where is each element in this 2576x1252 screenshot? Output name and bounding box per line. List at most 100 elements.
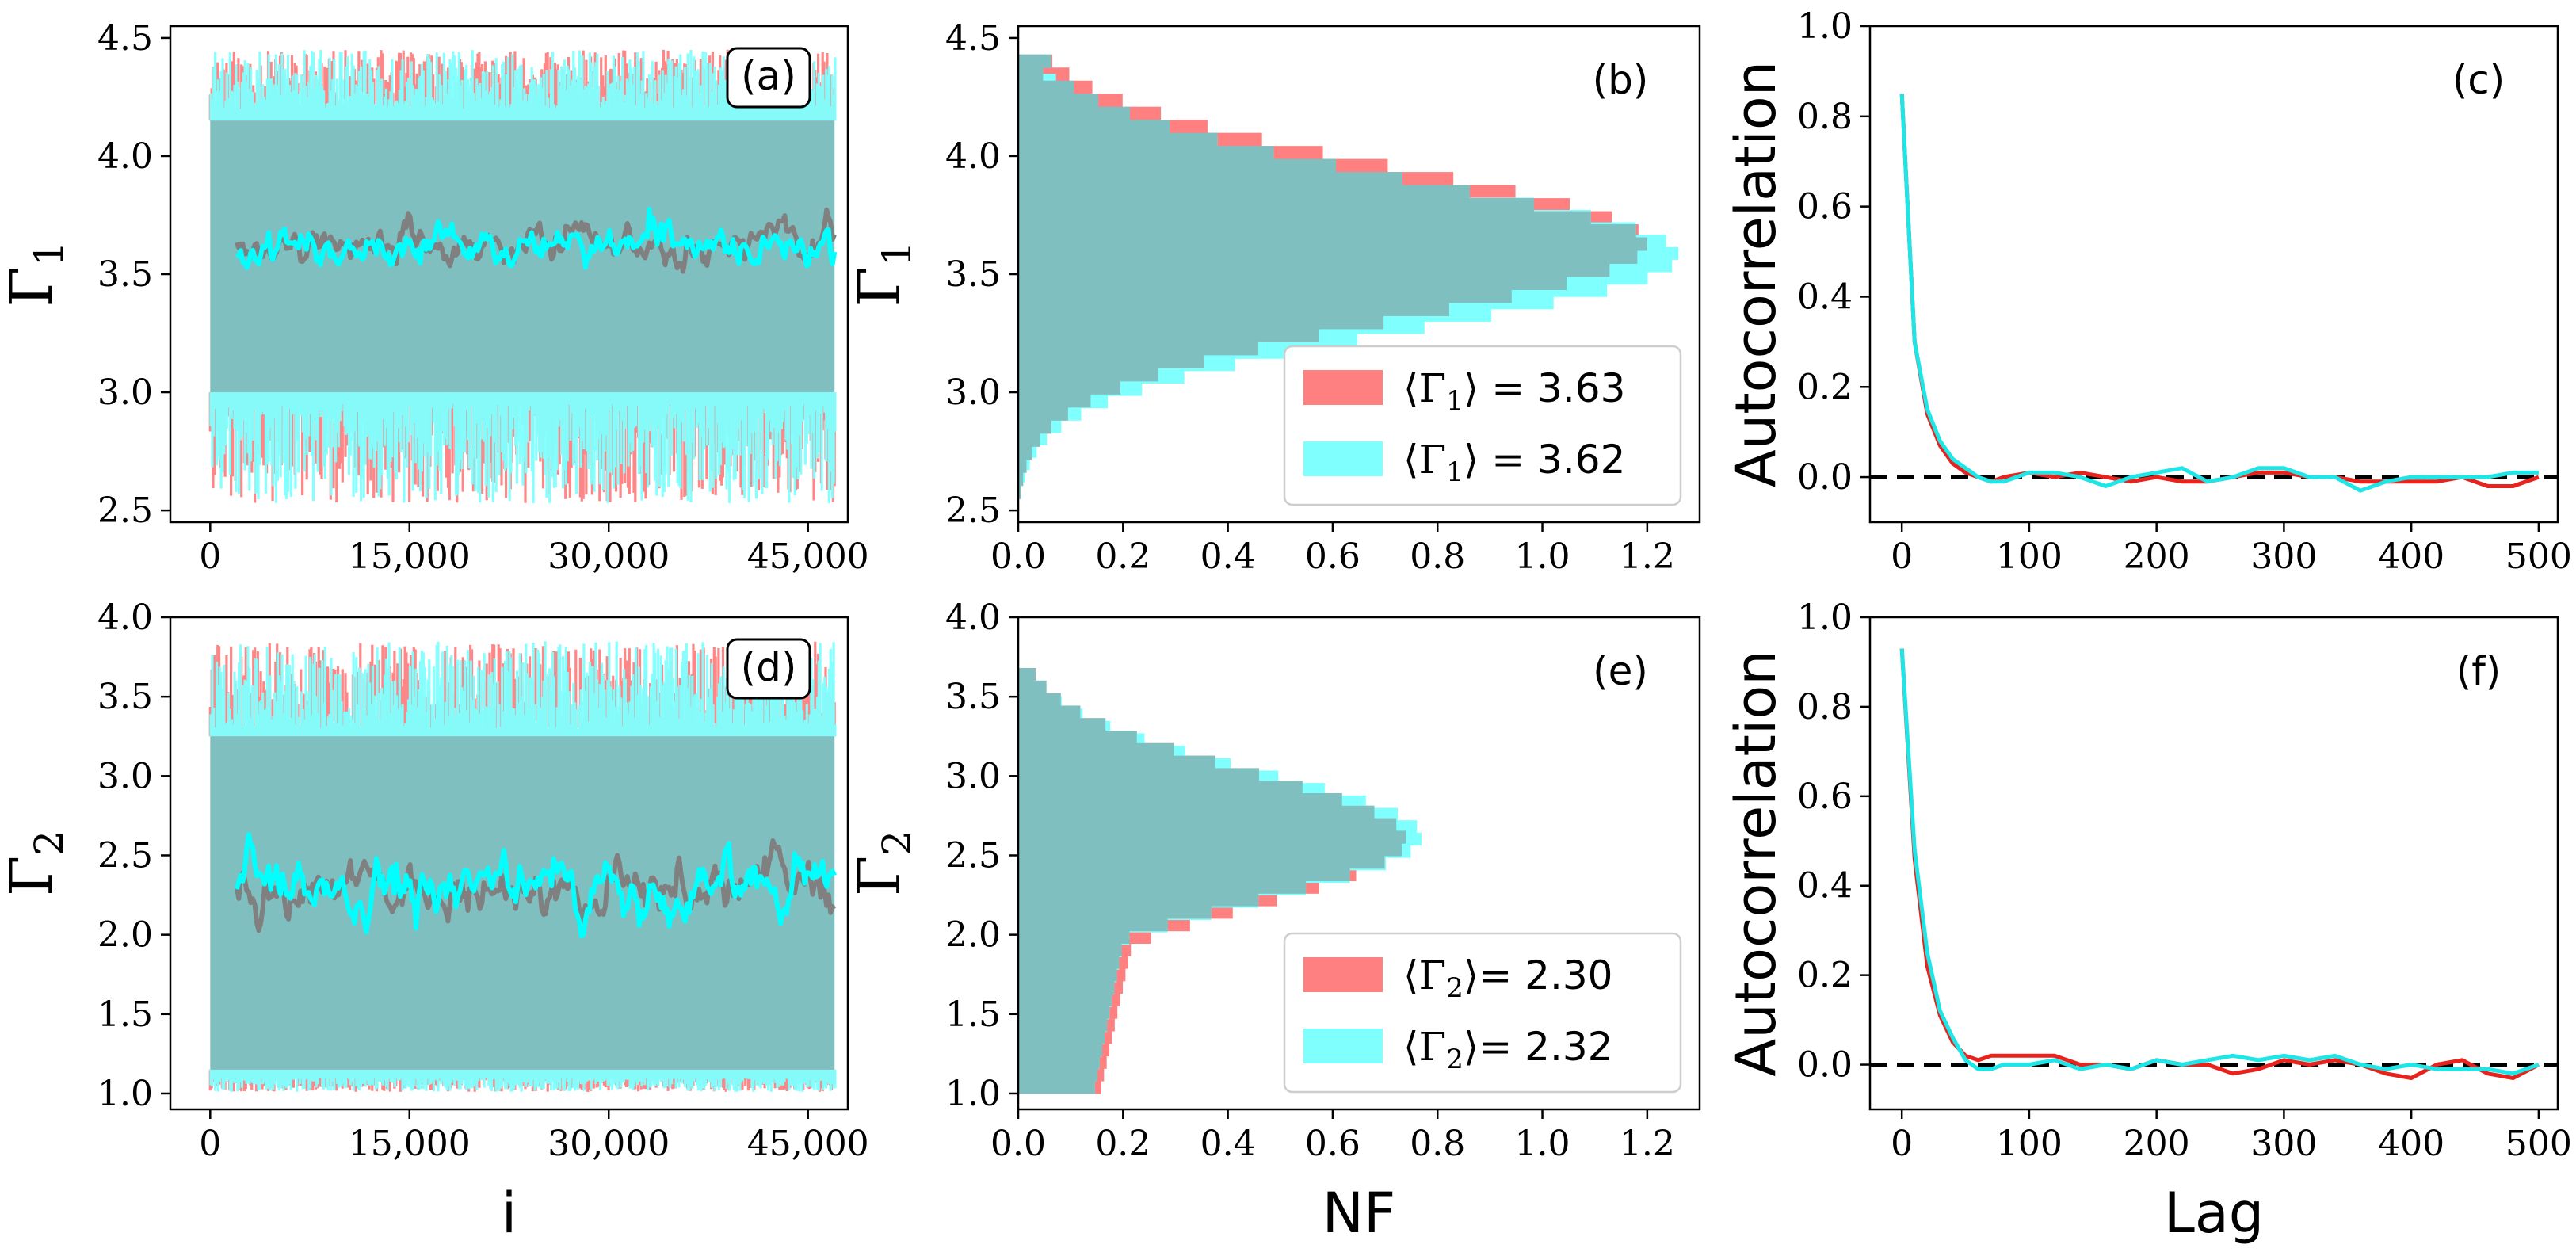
x-tick-label: 1.0: [1515, 536, 1570, 577]
legend-swatch: [1303, 441, 1383, 476]
panel-label: (a): [741, 53, 796, 99]
overlap-hist-bar: [1018, 1081, 1095, 1094]
overlap-hist-bar: [1018, 302, 1449, 316]
trace-panel-a: 0 15,000 30,000 45,000 2.5 3.0 3.5 4.0 4.5 (a) Γ1: [0, 18, 869, 577]
legend-box: [1283, 345, 1682, 506]
overlap-hist-bar: [1018, 172, 1402, 186]
y-tick-label: 1.0: [97, 1074, 153, 1114]
y-tick-label: 4.0: [97, 597, 153, 638]
x-tick-label: 100: [1996, 1124, 2063, 1164]
y-tick-label: 1.0: [1797, 6, 1853, 47]
x-tick-label: 500: [2505, 536, 2572, 577]
overlap-hist-bar: [1018, 805, 1375, 819]
y-tick-label: 4.5: [945, 18, 1001, 59]
overlap-hist-bar: [1018, 394, 1091, 408]
overlap-hist-bar: [1018, 263, 1610, 277]
x-tick-label: 45,000: [747, 1124, 869, 1164]
x-tick-label: 200: [2124, 1124, 2190, 1164]
cyan-acf-line: [1899, 94, 2539, 493]
x-tick-label: 45,000: [747, 536, 869, 577]
x-tick-label: 300: [2250, 536, 2317, 577]
y-tick-label: 4.0: [97, 136, 153, 177]
gray-running-mean: [234, 207, 838, 274]
overlap-hist-bar: [1018, 354, 1204, 368]
overlap-hist-bar: [1018, 94, 1099, 108]
overlap-hist-bar: [1018, 446, 1032, 460]
y-tick-label: 3.5: [97, 254, 153, 295]
panel-label: (b): [1593, 57, 1649, 103]
y-tick-label: 2.5: [97, 835, 153, 876]
overlap-hist-bar: [1018, 793, 1342, 807]
legend-label: ⟨Γ2⟩= 2.30: [1403, 952, 1612, 1004]
y-tick-label: 4.5: [97, 18, 153, 59]
panel-label-box: [726, 638, 811, 700]
x-tick-label: 500: [2505, 1124, 2572, 1164]
y-tick-label: 3.5: [945, 254, 1001, 295]
overlap-hist-bar: [1018, 843, 1402, 857]
x-tick-label: 0: [1891, 536, 1913, 577]
cyan-running-mean: [234, 832, 837, 939]
y-axis-label-gamma1: Γ1: [845, 241, 920, 307]
x-tick-label: 15,000: [349, 536, 471, 577]
cyan-trace-spikes: [209, 641, 837, 1092]
y-axis-label-gamma2: Γ2: [845, 830, 920, 896]
y-tick-label: 0.0: [1797, 457, 1853, 498]
overlap-hist-bar: [1018, 968, 1117, 982]
x-tick-label: 1.2: [1620, 1124, 1675, 1164]
y-tick-label: 0.0: [1797, 1045, 1853, 1086]
overlap-hist-bar: [1018, 768, 1259, 781]
y-tick-label: 1.0: [1797, 597, 1853, 638]
y-tick-label: 3.5: [945, 677, 1001, 717]
x-axis-label-lag: Lag: [2164, 1181, 2264, 1246]
y-tick-label: 0.6: [1797, 777, 1853, 817]
y-axis-label: Autocorrelation: [1723, 650, 1788, 1076]
x-tick-label: 1.0: [1515, 1124, 1570, 1164]
overlap-hist-bar: [1018, 328, 1319, 342]
panel-label-box: [726, 47, 811, 109]
hist-panel-e: 0.0 0.2 0.4 0.6 0.8 1.0 1.2 1.0 1.5 2.0 2.5 3.0 3.5 4…: [845, 597, 1701, 1164]
overlap-hist-bar: [1018, 250, 1638, 264]
legend-label: ⟨Γ2⟩= 2.32: [1403, 1024, 1612, 1075]
x-tick-label: 0.2: [1095, 536, 1151, 577]
y-tick-label: 3.5: [97, 677, 153, 717]
overlap-hist-bar: [1018, 224, 1636, 239]
axes-frame: [169, 616, 849, 1111]
overlap-hist-bar: [1018, 731, 1137, 744]
overlap-hist-bar: [1018, 980, 1115, 994]
overlap-hist-bar: [1018, 472, 1024, 487]
overlap-hist-bar: [1018, 693, 1061, 706]
x-tick-label: 0.2: [1095, 1124, 1151, 1164]
overlap-hist-bar: [1018, 830, 1406, 844]
panel-label: (e): [1593, 648, 1648, 694]
overlap-hist-bar: [1018, 1006, 1110, 1019]
y-tick-label: 2.0: [945, 915, 1001, 956]
x-tick-label: 0.6: [1305, 536, 1361, 577]
overlap-hist-bar: [1018, 459, 1027, 473]
acf-panel-f: 0 100 200 300 400 500 0.0 0.2 0.4 0.6 0.8 1.0 (f) Aut…: [1723, 597, 2572, 1164]
overlap-hist-bar: [1018, 485, 1021, 499]
x-tick-label: 1.2: [1620, 536, 1675, 577]
overlap-hist-bar: [1018, 742, 1174, 757]
x-axis-label-nf: NF: [1322, 1181, 1396, 1246]
y-tick-label: 3.0: [945, 372, 1001, 413]
y-tick-label: 3.0: [97, 372, 153, 413]
overlap-hist-bar: [1018, 198, 1535, 212]
overlap-hist-bar: [1018, 106, 1130, 120]
axes-frame: [1868, 616, 2559, 1111]
x-tick-label: 0.8: [1410, 1124, 1465, 1164]
overlap-hist-bar: [1018, 289, 1512, 303]
overlap-hist-bar: [1018, 1018, 1108, 1032]
overlap-hist-bar: [1018, 132, 1218, 147]
overlap-hist-bar: [1018, 407, 1068, 421]
y-tick-label: 2.5: [945, 490, 1001, 531]
overlap-hist-bar: [1018, 668, 1036, 681]
overlap-hist-bar: [1018, 211, 1591, 225]
overlap-hist-bar: [1018, 893, 1259, 907]
y-tick-label: 2.5: [945, 835, 1001, 876]
overlap-hist-bar: [1018, 781, 1303, 794]
legend-swatch: [1303, 370, 1383, 405]
panel-label: (f): [2456, 648, 2502, 694]
overlap-hist-bar: [1018, 185, 1470, 199]
x-tick-label: 30,000: [548, 1124, 670, 1164]
